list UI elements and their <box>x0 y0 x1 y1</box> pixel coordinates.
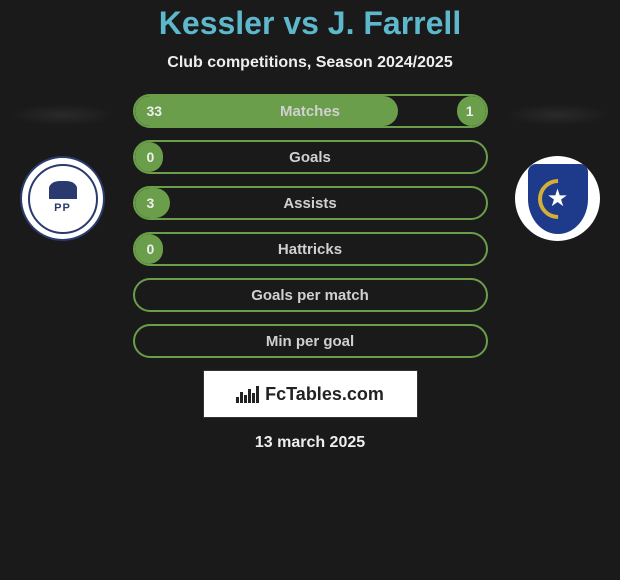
comparison-area: PP 33 Matches 1 0 Goals 3 Assists <box>0 94 620 358</box>
left-shadow <box>10 104 115 126</box>
stats-column: 33 Matches 1 0 Goals 3 Assists 0 Hattric… <box>133 94 488 358</box>
page-subtitle: Club competitions, Season 2024/2025 <box>167 54 452 72</box>
main-container: Kessler vs J. Farrell Club competitions,… <box>0 0 620 580</box>
stat-row-goals-per-match: Goals per match <box>133 278 488 312</box>
stat-label: Min per goal <box>266 333 354 350</box>
left-badge-text: PP <box>54 202 71 214</box>
stat-label: Hattricks <box>278 241 342 258</box>
stat-value-right: 1 <box>466 103 474 119</box>
stat-row-min-per-goal: Min per goal <box>133 324 488 358</box>
right-player-column: ★ <box>503 94 613 241</box>
stat-label: Goals <box>289 149 331 166</box>
right-badge-shield: ★ <box>528 164 588 234</box>
footer-logo[interactable]: FcTables.com <box>203 370 418 418</box>
stat-fill-left <box>135 96 398 126</box>
stat-value-left: 3 <box>147 195 155 211</box>
stat-label: Matches <box>280 103 340 120</box>
stat-row-goals: 0 Goals <box>133 140 488 174</box>
page-title: Kessler vs J. Farrell <box>159 5 461 42</box>
left-badge-inner: PP <box>28 164 98 234</box>
stat-row-hattricks: 0 Hattricks <box>133 232 488 266</box>
stat-value-left: 0 <box>147 241 155 257</box>
stat-value-left: 0 <box>147 149 155 165</box>
crescent-icon <box>529 170 586 227</box>
chart-icon <box>236 385 259 403</box>
right-team-badge: ★ <box>515 156 600 241</box>
stat-row-assists: 3 Assists <box>133 186 488 220</box>
stat-value-left: 33 <box>147 103 163 119</box>
stat-row-matches: 33 Matches 1 <box>133 94 488 128</box>
left-team-badge: PP <box>20 156 105 241</box>
right-shadow <box>505 104 610 126</box>
footer-logo-text: FcTables.com <box>265 384 384 405</box>
stat-label: Goals per match <box>251 287 369 304</box>
footer-date: 13 march 2025 <box>255 434 365 452</box>
stat-label: Assists <box>283 195 336 212</box>
left-player-column: PP <box>8 94 118 241</box>
